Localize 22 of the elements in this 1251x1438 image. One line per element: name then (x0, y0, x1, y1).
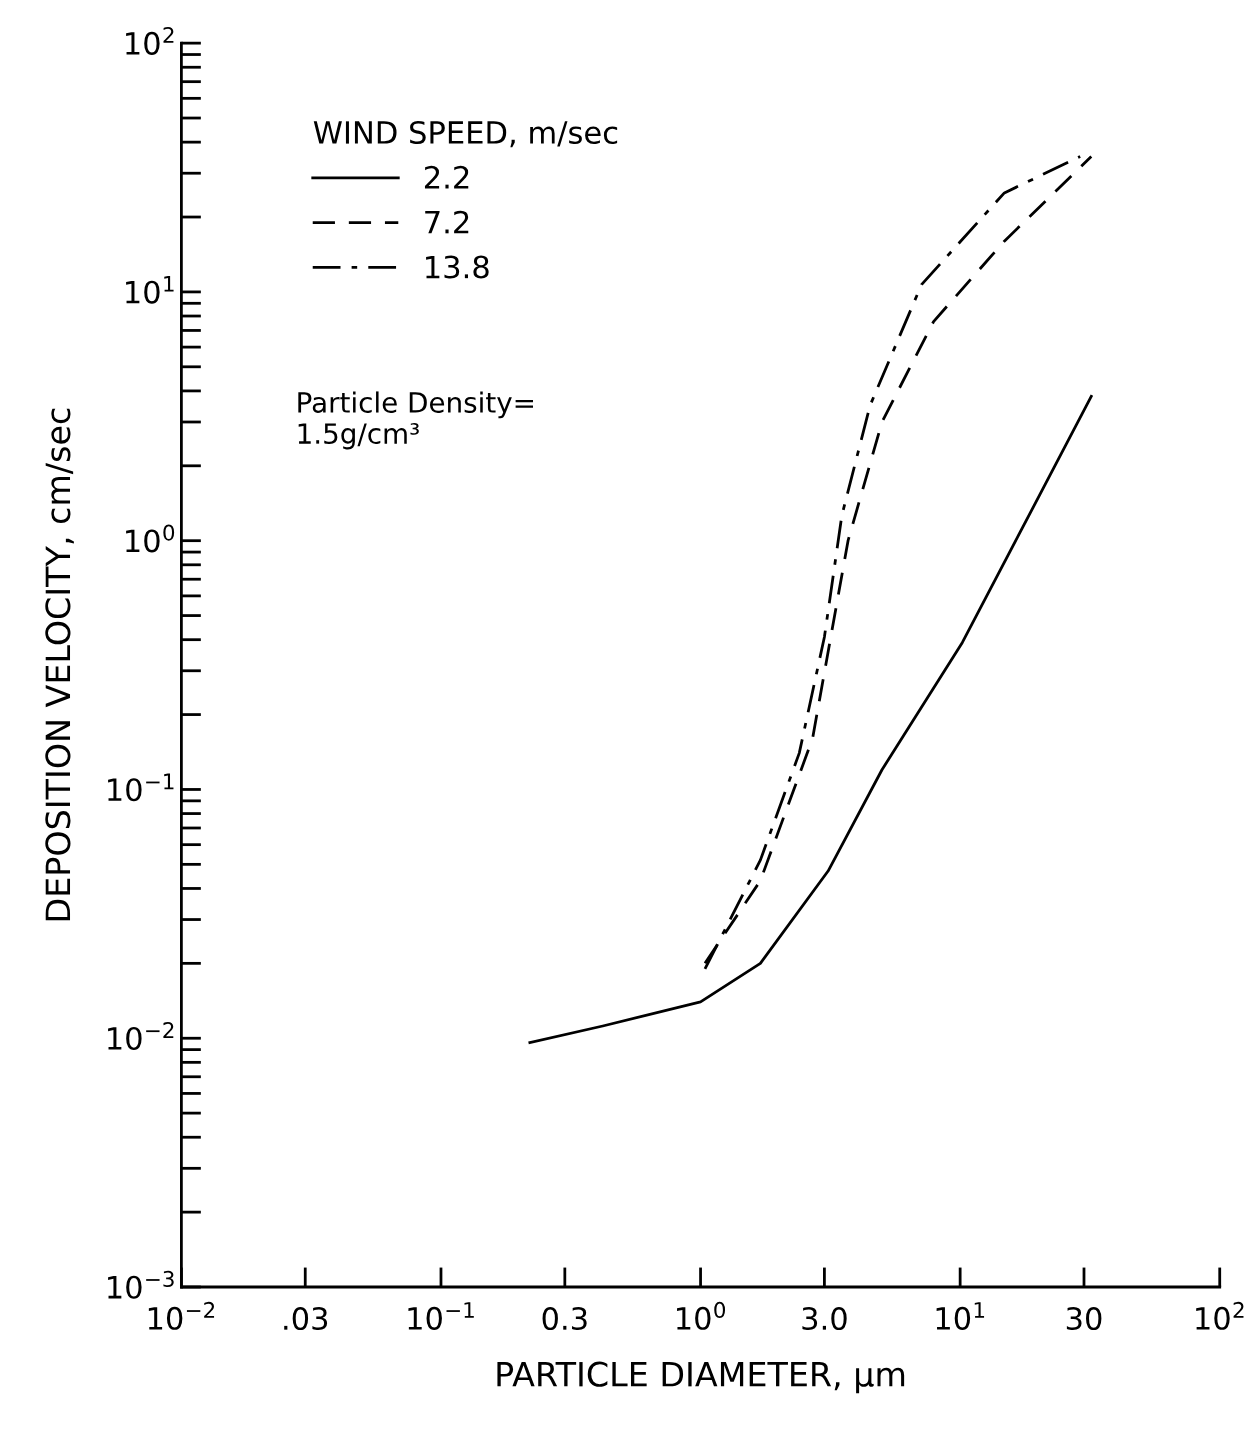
x-tick-label: 10$^{−2}$ (148, 1301, 215, 1330)
y-tick-label: 10$^{−2}$ (108, 1022, 174, 1051)
legend-label: 2.2 (424, 165, 469, 189)
legend-label: 13.8 (426, 255, 489, 279)
y-tick-label: 10$^{2}$ (126, 26, 174, 55)
legend-title: WIND SPEED, m/sec (313, 120, 618, 148)
x-tick-label: 10$^{2}$ (1196, 1301, 1244, 1330)
x-tick-label: .03 (284, 1306, 328, 1331)
y-tick-label: 10$^{1}$ (126, 276, 174, 304)
x-tick-label: 10$^{−1}$ (408, 1302, 474, 1330)
legend-label: 7.2 (425, 210, 469, 234)
annotation: Particle Density= 1.5g/cm³ (298, 391, 534, 450)
x-tick-label: 0.3 (542, 1306, 587, 1331)
x-tick-label: 10$^{0}$ (677, 1301, 726, 1330)
y-tick-label: 10$^{0}$ (126, 524, 175, 553)
x-axis-title: PARTICLE DIAMETER, μm (497, 1361, 905, 1394)
y-tick-label: 10$^{−3}$ (108, 1270, 174, 1299)
x-tick-label: 10$^{1}$ (936, 1302, 985, 1330)
y-axis-title: DEPOSITION VELOCITY, cm/sec (45, 408, 74, 921)
x-tick-label: 30 (1066, 1306, 1102, 1331)
y-tick-label: 10$^{−1}$ (108, 773, 174, 802)
x-tick-label: 3.0 (802, 1306, 847, 1331)
